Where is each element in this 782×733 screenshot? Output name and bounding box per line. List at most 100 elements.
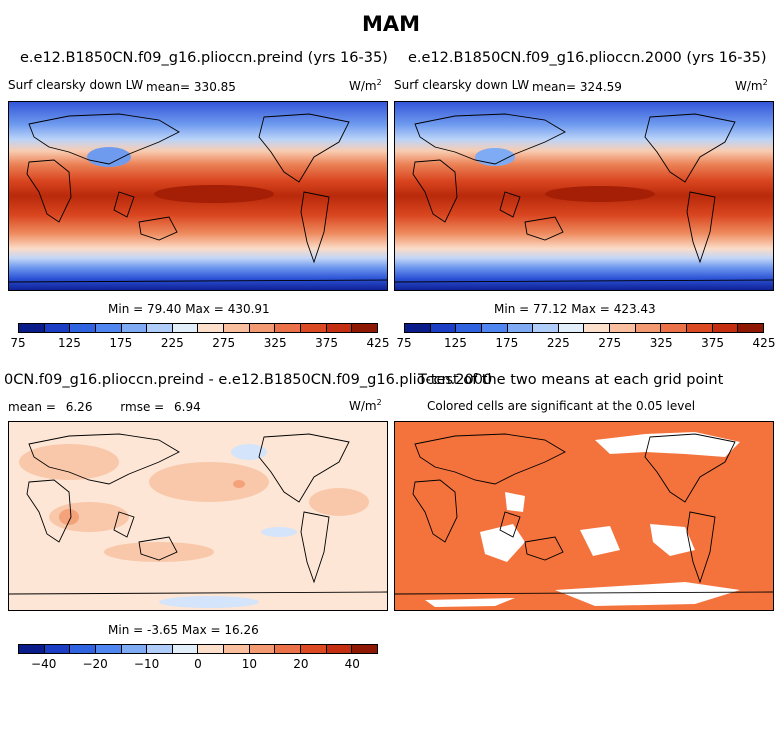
panel2-min-value: 77.12: [533, 302, 568, 316]
panel4-title: T-test of the two means at each grid poi…: [418, 372, 724, 388]
colorbar-tick-label: 125: [57, 336, 81, 350]
panel2-coastlines: [395, 113, 773, 283]
panel3-coastlines: [9, 433, 387, 595]
colorbar-swatch: [661, 324, 688, 332]
panel2-max-label: Max =: [571, 302, 610, 316]
panel1-warmpool: [154, 185, 274, 203]
colorbar-swatch: [687, 324, 713, 332]
colorbar-swatch: [584, 324, 611, 332]
colorbar-tick-label: 225: [160, 336, 184, 350]
colorbar-tick-label: −20: [82, 657, 108, 671]
panel3-units: W/m2: [349, 398, 382, 413]
panel1-max-value: 430.91: [227, 302, 270, 316]
colorbar-swatch: [44, 645, 71, 653]
colorbar-swatch: [301, 324, 327, 332]
panel1-mean-label: mean=: [146, 80, 191, 94]
panel2-units-base: W/m: [735, 79, 763, 93]
colorbar-swatch: [738, 324, 763, 332]
panel2-min-label: Min =: [494, 302, 530, 316]
colorbar-swatch: [19, 645, 45, 653]
panel1-colorbar: [18, 323, 378, 333]
panel1-min-label: Min =: [108, 302, 144, 316]
panel2-mean-value: 324.59: [579, 80, 622, 94]
panel4-insignificant-areas: [425, 432, 740, 607]
panel3-rmse-label: rmse =: [120, 400, 165, 414]
colorbar-tick-label: 175: [109, 336, 133, 350]
colorbar-swatch: [147, 324, 173, 332]
colorbar-swatch: [507, 324, 534, 332]
colorbar-tick-label: 225: [546, 336, 570, 350]
panel2-mean: mean= 324.59: [532, 80, 622, 94]
colorbar-swatch: [95, 324, 122, 332]
colorbar-swatch: [44, 324, 71, 332]
figure-title: MAM: [361, 12, 421, 36]
panel1-max-label: Max =: [185, 302, 224, 316]
colorbar-swatch: [481, 324, 508, 332]
panel3-map: [8, 421, 388, 611]
panel1-units-exp: 2: [376, 78, 382, 87]
colorbar-tick-label: 375: [315, 336, 339, 350]
colorbar-swatch: [121, 324, 148, 332]
colorbar-tick-label: 40: [344, 657, 360, 671]
panel3-stats: mean = 6.26 rmse = 6.94: [8, 400, 201, 414]
colorbar-swatch: [301, 645, 327, 653]
colorbar-swatch: [430, 324, 457, 332]
colorbar-swatch: [533, 324, 559, 332]
colorbar-tick-label: 75: [10, 336, 26, 350]
colorbar-swatch: [456, 324, 482, 332]
panel3-title: 0CN.f09_g16.plioccn.preind - e.e12.B1850…: [4, 372, 493, 388]
colorbar-tick-label: 125: [443, 336, 467, 350]
panel2-mean-label: mean=: [532, 80, 577, 94]
colorbar-swatch: [249, 645, 276, 653]
panel1-variable: Surf clearsky down LW: [8, 78, 144, 92]
colorbar-tick-label: 375: [701, 336, 725, 350]
panel1-mean: mean= 330.85: [146, 80, 236, 94]
panel3-colorbar: [18, 644, 378, 654]
colorbar-swatch: [70, 645, 96, 653]
panel1-title: e.e12.B1850CN.f09_g16.plioccn.preind (yr…: [20, 50, 388, 66]
colorbar-tick-label: 10: [241, 657, 258, 671]
panel3-colorbar-ticks: −40 −20 −10 0 10 20 40: [18, 657, 378, 673]
panel4-map-plot: [395, 422, 773, 610]
colorbar-swatch: [326, 324, 353, 332]
colorbar-swatch: [405, 324, 431, 332]
colorbar-swatch: [224, 324, 250, 332]
panel1-map-plot: [9, 102, 387, 290]
panel2-colorbar: [404, 323, 764, 333]
panel4-subtitle: Colored cells are significant at the 0.0…: [427, 399, 696, 413]
panel3-mean-label: mean =: [8, 400, 56, 414]
panel2-title: e.e12.B1850CN.f09_g16.plioccn.2000 (yrs …: [408, 50, 767, 66]
panel2-tibet-low: [475, 148, 515, 166]
panel2-max-value: 423.43: [613, 302, 656, 316]
panel3-max-label: Max =: [181, 623, 221, 637]
colorbar-swatch: [352, 645, 377, 653]
colorbar-swatch: [147, 645, 173, 653]
colorbar-tick-label: −10: [133, 657, 160, 671]
panel1-colorbar-ticks: 75 125 175 225 275 325 375 425: [10, 336, 389, 352]
panel1-units: W/m2: [349, 78, 382, 93]
panel1-coastlines: [9, 113, 387, 283]
panel3-mean-value: 6.26: [65, 400, 93, 414]
panel1-minmax: Min = 79.40 Max = 430.91: [108, 302, 270, 316]
panel3-minmax: Min = -3.65 Max = 16.26: [108, 623, 259, 637]
colorbar-tick-label: 175: [495, 336, 519, 350]
panel2-colorbar-ticks: 75 125 175 225 275 325 375 425: [396, 336, 775, 352]
colorbar-tick-label: −40: [31, 657, 57, 671]
panel2-map: [394, 101, 774, 291]
panel3-min-value: -3.65: [147, 623, 179, 637]
panel2-variable: Surf clearsky down LW: [394, 78, 530, 92]
colorbar-swatch: [95, 645, 122, 653]
colorbar-swatch: [635, 324, 662, 332]
colorbar-swatch: [172, 324, 199, 332]
panel2-minmax: Min = 77.12 Max = 423.43: [494, 302, 656, 316]
panel3-min-label: Min =: [108, 623, 144, 637]
colorbar-tick-label: 425: [366, 336, 390, 350]
colorbar-swatch: [610, 324, 636, 332]
colorbar-swatch: [19, 324, 45, 332]
colorbar-swatch: [172, 645, 199, 653]
colorbar-swatch: [249, 324, 276, 332]
colorbar-swatch: [712, 324, 739, 332]
panel2-warmpool: [545, 186, 655, 202]
panel1-mean-value: 330.85: [193, 80, 236, 94]
colorbar-swatch: [198, 645, 225, 653]
